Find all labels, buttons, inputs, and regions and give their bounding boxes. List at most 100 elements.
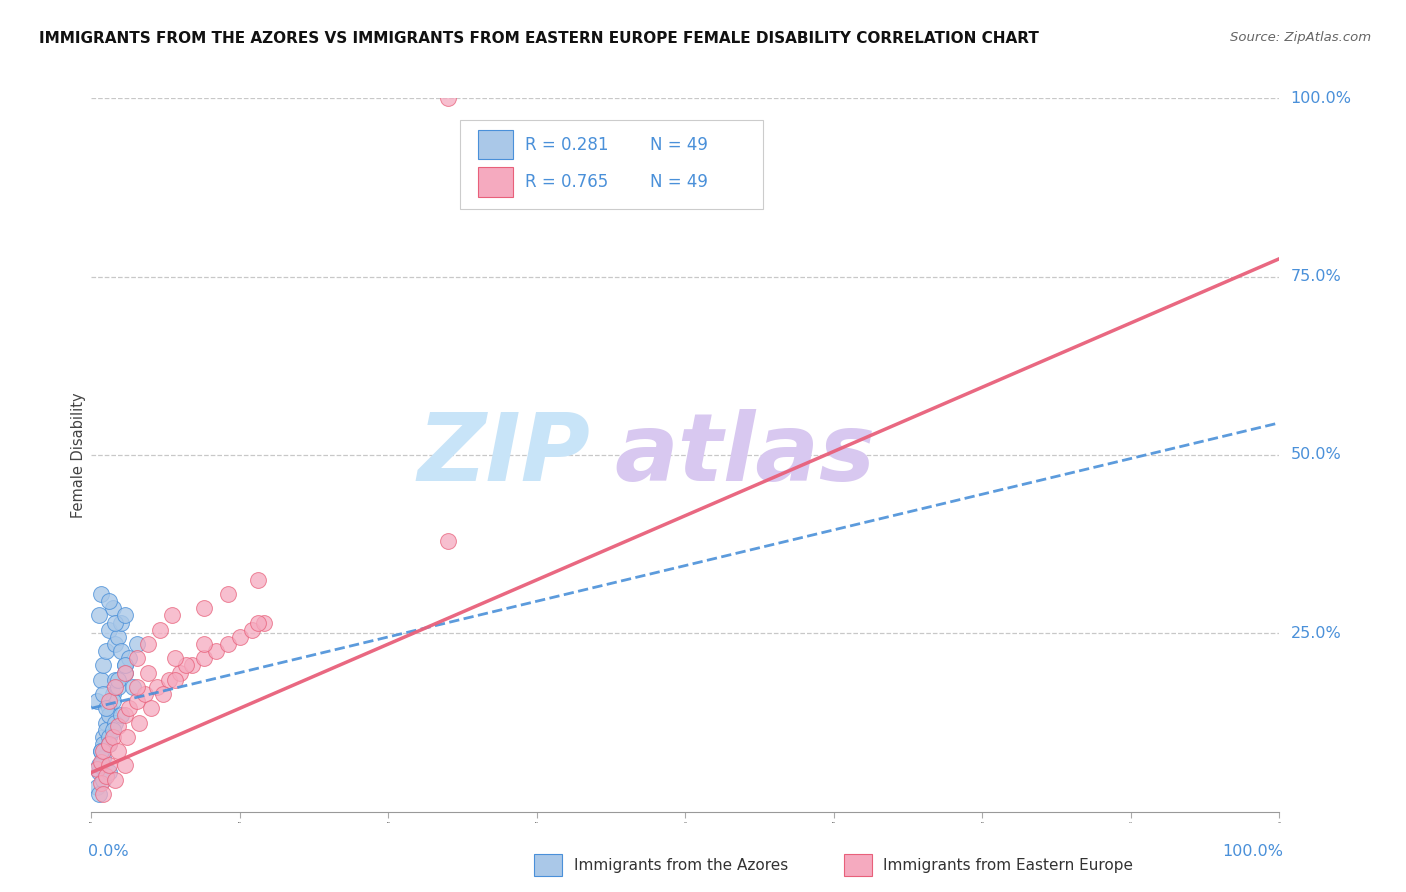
Text: R = 0.281: R = 0.281 — [524, 136, 609, 153]
Point — [169, 665, 191, 680]
Point — [98, 701, 121, 715]
FancyBboxPatch shape — [478, 167, 513, 196]
Point — [138, 665, 160, 680]
Point — [87, 608, 110, 623]
Point — [86, 694, 108, 708]
Point — [246, 615, 269, 630]
Point — [193, 601, 215, 615]
Point — [91, 658, 114, 673]
Point — [125, 694, 148, 708]
Point — [86, 780, 108, 794]
FancyBboxPatch shape — [478, 129, 513, 160]
Point — [98, 730, 121, 744]
Point — [114, 758, 136, 772]
Point — [160, 608, 183, 623]
Point — [91, 737, 114, 751]
Point — [98, 694, 121, 708]
Point — [181, 658, 204, 673]
Point — [91, 772, 114, 787]
Point — [104, 680, 127, 694]
Point — [104, 673, 127, 687]
Point — [98, 623, 121, 637]
Point — [101, 601, 124, 615]
Point — [107, 673, 129, 687]
Point — [90, 744, 112, 758]
Text: 0.0%: 0.0% — [87, 844, 128, 859]
Point — [107, 630, 129, 644]
Text: 100.0%: 100.0% — [1222, 844, 1284, 859]
Point — [125, 637, 148, 651]
Point — [149, 623, 172, 637]
Point — [114, 665, 136, 680]
Point — [90, 673, 112, 687]
Point — [134, 687, 156, 701]
Text: IMMIGRANTS FROM THE AZORES VS IMMIGRANTS FROM EASTERN EUROPE FEMALE DISABILITY C: IMMIGRANTS FROM THE AZORES VS IMMIGRANTS… — [39, 31, 1039, 46]
Point — [114, 708, 136, 723]
Point — [90, 776, 112, 790]
FancyBboxPatch shape — [460, 120, 762, 209]
Point — [107, 680, 129, 694]
Point — [246, 573, 269, 587]
Point — [176, 658, 198, 673]
Point — [104, 615, 127, 630]
Point — [114, 665, 136, 680]
Y-axis label: Female Disability: Female Disability — [70, 392, 86, 517]
Point — [145, 680, 167, 694]
Point — [98, 758, 121, 772]
Point — [94, 715, 117, 730]
Point — [107, 719, 129, 733]
Point — [114, 658, 136, 673]
Point — [91, 787, 114, 801]
Point — [91, 730, 114, 744]
Text: Immigrants from Eastern Europe: Immigrants from Eastern Europe — [883, 858, 1133, 872]
Point — [98, 708, 121, 723]
Point — [217, 637, 239, 651]
Point — [157, 673, 180, 687]
Point — [138, 637, 160, 651]
Point — [128, 715, 150, 730]
Point — [101, 694, 124, 708]
Text: Source: ZipAtlas.com: Source: ZipAtlas.com — [1230, 31, 1371, 45]
Point — [87, 765, 110, 780]
Point — [87, 758, 110, 772]
Point — [90, 744, 112, 758]
Point — [114, 658, 136, 673]
Text: 25.0%: 25.0% — [1291, 626, 1341, 640]
Point — [90, 755, 112, 769]
Point — [193, 651, 215, 665]
Point — [104, 637, 127, 651]
Point — [110, 708, 132, 723]
Text: 100.0%: 100.0% — [1291, 91, 1351, 105]
Text: 50.0%: 50.0% — [1291, 448, 1341, 462]
Point — [98, 594, 121, 608]
Point — [91, 687, 114, 701]
Text: R = 0.765: R = 0.765 — [524, 173, 609, 191]
Point — [104, 715, 127, 730]
Point — [122, 680, 145, 694]
Point — [90, 587, 112, 601]
Point — [98, 765, 121, 780]
Point — [94, 701, 117, 715]
Point — [107, 744, 129, 758]
Point — [94, 723, 117, 737]
Point — [125, 651, 148, 665]
Text: N = 49: N = 49 — [650, 173, 707, 191]
Point — [205, 644, 228, 658]
Point — [125, 680, 148, 694]
Point — [253, 615, 276, 630]
Point — [139, 701, 162, 715]
Point — [101, 730, 124, 744]
Point — [193, 637, 215, 651]
Point — [118, 701, 141, 715]
Point — [436, 533, 458, 548]
Point — [163, 673, 186, 687]
Point — [110, 644, 132, 658]
Point — [152, 687, 174, 701]
Point — [98, 737, 121, 751]
Point — [114, 608, 136, 623]
Point — [217, 587, 239, 601]
Point — [118, 651, 141, 665]
Point — [87, 787, 110, 801]
Point — [229, 630, 252, 644]
Point — [94, 769, 117, 783]
